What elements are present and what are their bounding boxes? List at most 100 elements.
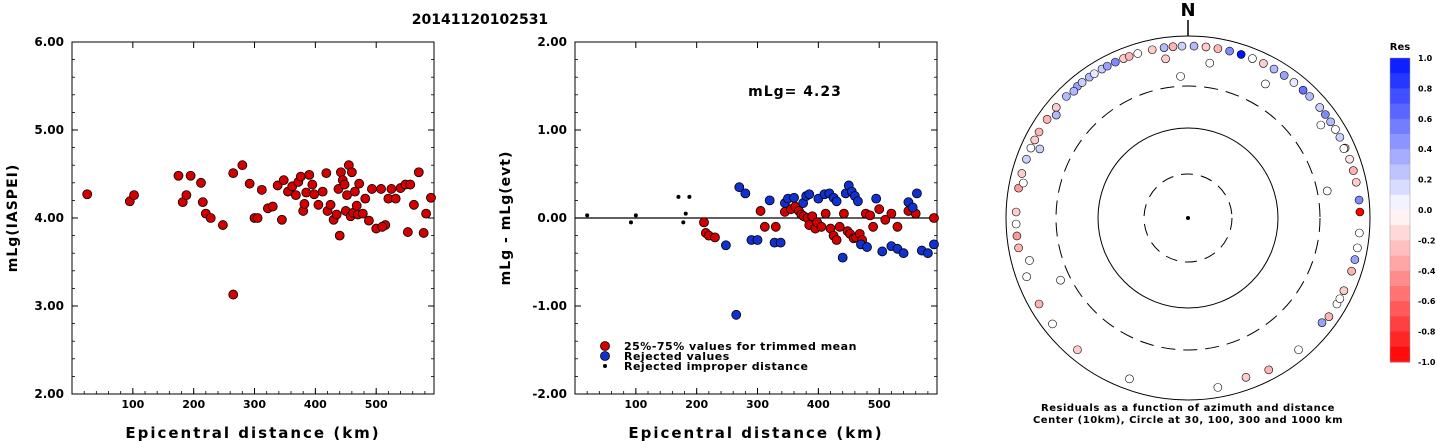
polar-point: [1349, 166, 1358, 175]
colorbar-cell: [1390, 270, 1410, 287]
mag-point-value: [205, 213, 216, 223]
polar-point: [1161, 54, 1170, 64]
polar-point: [1264, 365, 1274, 375]
colorbar-tick-label: 0.8: [1418, 84, 1433, 93]
figure-title: 20141120102531: [412, 12, 548, 28]
res-ytick-label: 0.00: [537, 211, 567, 225]
colorbar-cell: [1390, 331, 1410, 348]
mag-point-value: [405, 179, 416, 190]
mag-point-value: [129, 190, 139, 201]
mag-point-value: [185, 170, 196, 181]
mag-point-value: [181, 190, 192, 201]
res-point-trimmed: [770, 221, 781, 232]
mag-point-value: [409, 199, 419, 210]
res-xtick-label: 100: [624, 398, 647, 411]
polar-point: [1351, 177, 1361, 187]
polar-point: [1022, 272, 1031, 282]
legend-marker-improper: [603, 364, 607, 368]
mag-xtick-label: 400: [304, 398, 327, 411]
colorbar-frame: [1389, 57, 1411, 363]
colorbar-cell: [1390, 316, 1410, 333]
mag-point-value: [276, 214, 287, 225]
res-point-trimmed: [892, 221, 903, 232]
panel-magnitude-ylabel: mLg(IASPEI): [5, 164, 21, 273]
legend-label-rejected: Rejected values: [624, 350, 730, 363]
polar-point: [1090, 69, 1099, 79]
mag-point-value: [196, 177, 206, 188]
res-point-improper: [628, 220, 633, 225]
res-point-improper: [681, 220, 686, 225]
mag-point-value: [237, 160, 248, 171]
res-point-improper: [687, 194, 692, 199]
colorbar-tick-label: -0.4: [1418, 267, 1436, 276]
res-ytick-label: 2.00: [537, 35, 567, 49]
res-point-trimmed: [929, 213, 939, 223]
res-point-rejected: [877, 246, 888, 257]
polar-point: [1025, 256, 1034, 265]
ring-300km: [1055, 85, 1321, 351]
polar-point: [1069, 86, 1079, 96]
mag-ytick-label: 4.00: [34, 211, 64, 225]
mag-xtick-label: 100: [121, 398, 144, 411]
polar-point: [1317, 318, 1327, 327]
mag-xtick-label: 500: [365, 398, 388, 411]
res-xtick-label: 300: [746, 398, 769, 411]
mag-point-value: [301, 187, 312, 198]
mag-point-value: [364, 215, 374, 226]
colorbar-cell: [1390, 286, 1410, 302]
res-point-improper: [676, 194, 681, 199]
polar-point: [1111, 57, 1120, 67]
polar-point: [1213, 44, 1223, 53]
legend: 25%-75% values for trimmed mean Rejected…: [600, 340, 856, 373]
colorbar-cell: [1390, 346, 1410, 363]
polar-point: [1176, 72, 1185, 81]
res-point-trimmed: [865, 210, 875, 221]
colorbar-ticks: 1.0 0.8 0.6 0.4 0.2 0.0 -0.2 -0.4 -0.6 -0.8 -1.0: [1418, 54, 1436, 367]
polar-point: [1022, 154, 1031, 164]
colorbar-cell: [1390, 88, 1410, 105]
colorbar-tick-label: 0.2: [1418, 176, 1432, 185]
mag-point-value: [377, 221, 388, 232]
res-ytick-label: -2.00: [532, 387, 567, 401]
polar-center: [1186, 216, 1190, 220]
polar-point: [1339, 144, 1349, 153]
polar-point: [1062, 92, 1071, 101]
mag-point-value: [290, 190, 301, 201]
res-point-trimmed: [868, 221, 879, 232]
mag-point-value: [317, 186, 328, 197]
mag-ytick-label: 3.00: [34, 299, 64, 313]
res-point-trimmed: [820, 208, 831, 219]
colorbar-cell: [1390, 73, 1410, 89]
colorbar-cell: [1390, 225, 1410, 241]
colorbar-cell: [1390, 194, 1410, 211]
colorbar-title: Res: [1390, 42, 1410, 53]
polar-point: [1017, 169, 1027, 178]
polar-point: [1335, 132, 1345, 142]
mag-point-value: [299, 199, 310, 209]
polar-point: [1259, 59, 1268, 68]
panel-residual-ylabel: mLg - mLg(evt): [498, 151, 514, 286]
polar-point: [1322, 186, 1332, 196]
polar-point: [1102, 61, 1112, 71]
polar-point: [1201, 42, 1211, 52]
polar-point: [1034, 127, 1044, 137]
legend-marker-rejected: [600, 351, 610, 361]
res-ytick-label: -1.00: [532, 299, 567, 313]
colorbar-cell: [1390, 301, 1410, 317]
mag-point-value: [295, 171, 306, 182]
mag-point-value: [331, 209, 342, 220]
polar-point: [1355, 228, 1364, 238]
panel-magnitude-points: [82, 160, 436, 300]
res-point-rejected: [837, 252, 848, 263]
mag-point-value: [197, 197, 208, 208]
colorbar-tick-label: 0.0: [1418, 206, 1433, 215]
polar-point: [1051, 110, 1061, 120]
mag-point-value: [309, 189, 320, 200]
res-point-trimmed: [816, 221, 827, 232]
colorbar-tick-label: -1.0: [1418, 358, 1436, 367]
colorbar-tick-label: -0.8: [1418, 328, 1436, 337]
res-point-rejected: [804, 189, 815, 200]
mag-point-value: [390, 193, 401, 204]
polar-point: [1248, 54, 1257, 63]
